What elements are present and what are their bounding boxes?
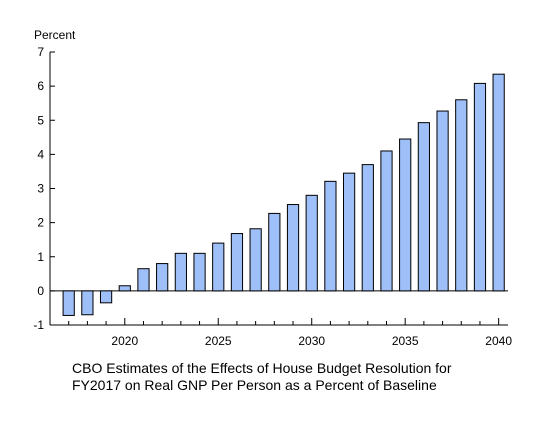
y-axis: -1 0 1 2 3 4 5 6 7 — [33, 45, 55, 332]
bar — [118, 285, 131, 292]
bar — [156, 263, 169, 292]
y-tick-label: 0 — [37, 284, 44, 298]
y-tick-label: 4 — [37, 147, 44, 161]
x-tick-label: 2020 — [111, 334, 138, 348]
bar — [492, 73, 505, 292]
bar — [174, 252, 187, 292]
bar — [417, 122, 430, 292]
y-tick-label: 5 — [37, 113, 44, 127]
x-tick-label: 2035 — [392, 334, 419, 348]
bar — [137, 268, 150, 292]
x-tick-label: 2025 — [205, 334, 232, 348]
bar — [81, 290, 94, 316]
bar — [305, 194, 318, 292]
y-tick-label: -1 — [33, 318, 44, 332]
bar — [212, 242, 225, 292]
bar — [286, 204, 300, 292]
chart-caption: CBO Estimates of the Effects of House Bu… — [72, 360, 512, 394]
bar — [455, 99, 468, 292]
y-tick-label: 2 — [37, 216, 44, 230]
bar — [268, 212, 281, 292]
y-tick-label: 6 — [37, 79, 44, 93]
bar-series — [62, 73, 505, 316]
bar — [62, 290, 75, 316]
x-axis: 2020 2025 2030 2035 2040 — [49, 290, 512, 348]
bar — [380, 150, 393, 292]
caption-line-2: FY2017 on Real GNP Per Person as a Perce… — [72, 377, 437, 393]
bar — [324, 180, 337, 292]
bar — [473, 82, 487, 292]
y-tick-label: 3 — [37, 182, 44, 196]
bar — [99, 290, 113, 304]
x-tick-label: 2030 — [298, 334, 325, 348]
bar — [249, 228, 262, 292]
bar — [342, 172, 356, 292]
bar — [399, 138, 412, 292]
bar — [193, 252, 206, 292]
bar — [361, 164, 374, 292]
caption-line-1: CBO Estimates of the Effects of House Bu… — [72, 360, 452, 376]
y-tick-label: 1 — [37, 250, 44, 264]
bar — [436, 110, 449, 292]
y-axis-label: Percent — [34, 28, 76, 42]
y-tick-label: 7 — [37, 45, 44, 59]
x-tick-label: 2040 — [485, 334, 512, 348]
bar — [230, 233, 244, 292]
